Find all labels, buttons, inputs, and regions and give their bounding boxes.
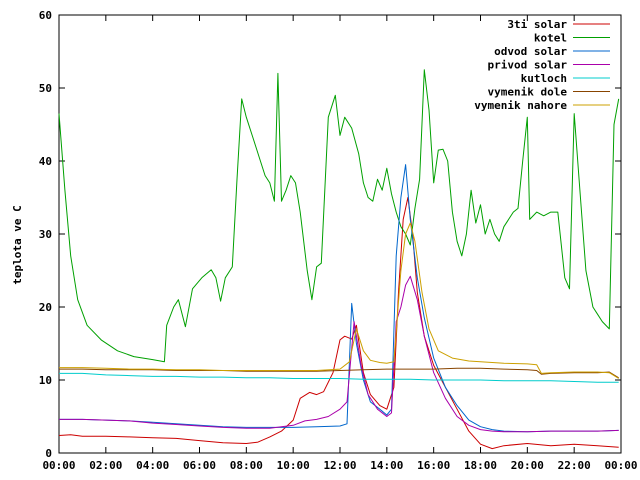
x-tick-label: 22:00 — [558, 459, 591, 472]
x-tick-label: 12:00 — [323, 459, 356, 472]
x-tick-label: 18:00 — [464, 459, 497, 472]
series-line-kotel — [58, 69, 620, 363]
series-line-odvod-solar — [59, 164, 619, 433]
series-lines — [58, 69, 620, 450]
legend-label: kutloch — [521, 72, 567, 85]
x-tick-label: 04:00 — [136, 459, 169, 472]
series-line-privod-solar — [59, 275, 619, 433]
axes: 0 10 20 30 40 50 60 00:00 02:00 04:00 06:00 08:00 10… — [39, 9, 638, 472]
y-tick-label: 0 — [45, 447, 52, 460]
x-tick-label: 00:00 — [42, 459, 75, 472]
legend-label: vymenik nahore — [474, 99, 567, 112]
x-tick-label: 08:00 — [230, 459, 263, 472]
y-tick-label: 30 — [39, 228, 52, 241]
series-line-kutloch — [59, 372, 619, 383]
x-tick-label: 20:00 — [511, 459, 544, 472]
series-line-vymenik-dole — [59, 367, 619, 379]
x-tick-label: 16:00 — [417, 459, 450, 472]
legend-label: odvod solar — [494, 45, 567, 58]
x-tick-label: 14:00 — [370, 459, 403, 472]
y-tick-label: 10 — [39, 374, 52, 387]
legend-label: 3ti solar — [507, 18, 567, 31]
y-tick-label: 40 — [39, 155, 52, 168]
series-line-3ti-solar — [58, 197, 619, 450]
y-axis-title: teplota ve C — [11, 205, 24, 284]
x-tick-label: 00:00 — [604, 459, 637, 472]
x-tick-label: 02:00 — [89, 459, 122, 472]
legend-label: vymenik dole — [488, 86, 568, 99]
y-tick-label: 50 — [39, 82, 52, 95]
series-line-vymenik-nahore — [59, 222, 619, 379]
y-tick-label: 20 — [39, 301, 52, 314]
y-tick-label: 60 — [39, 9, 52, 22]
x-tick-label: 06:00 — [183, 459, 216, 472]
legend-label: kotel — [534, 32, 567, 45]
x-tick-label: 10:00 — [277, 459, 310, 472]
legend-label: privod solar — [488, 59, 568, 72]
